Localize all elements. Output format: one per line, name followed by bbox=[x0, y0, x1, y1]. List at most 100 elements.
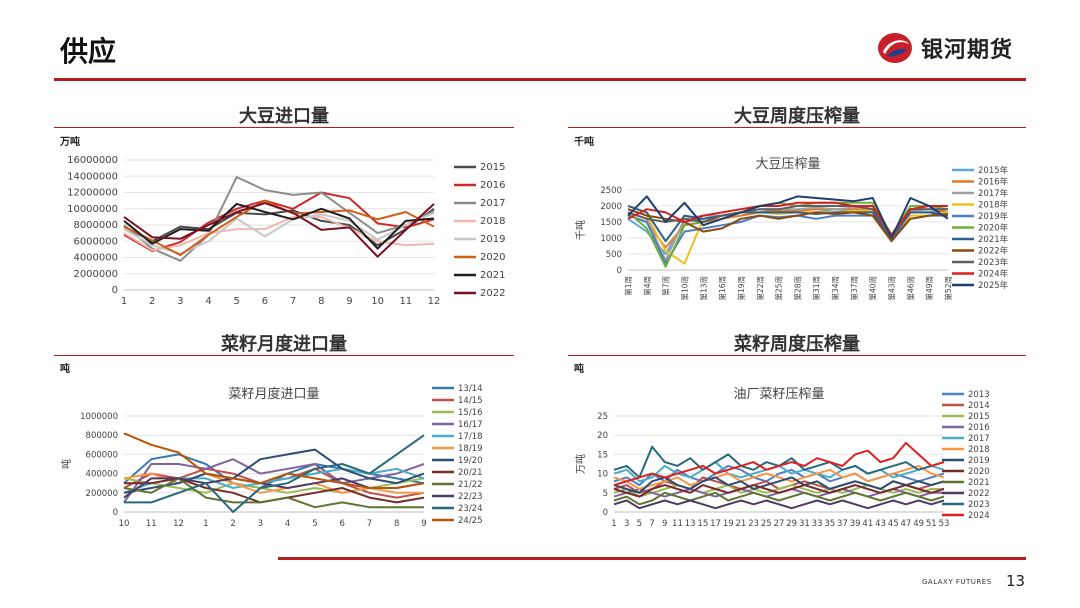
legend-label: 2019 bbox=[480, 234, 505, 245]
legend-label: 20/21 bbox=[458, 468, 483, 478]
series-line-2022 bbox=[123, 202, 435, 258]
panel-title-soybean-imports: 大豆进口量 bbox=[239, 106, 329, 127]
soybean-imports-chart: 0200000040000006000000800000010000000120… bbox=[67, 155, 505, 307]
company-logo: 银河期货 bbox=[875, 30, 1013, 66]
legend-label: 2016 bbox=[968, 423, 990, 433]
panel-title-rapeseed-crush: 菜籽周度压榨量 bbox=[734, 334, 860, 355]
y-tick-label: 0 bbox=[113, 508, 118, 518]
x-tick-label: 2 bbox=[149, 296, 155, 307]
x-tick-label: 37 bbox=[837, 519, 848, 529]
y-tick-label: 12000000 bbox=[67, 188, 118, 199]
x-tick-label: 19 bbox=[723, 519, 734, 529]
x-tick-label: 第46周 bbox=[905, 276, 915, 301]
y-axis-label: 万吨 bbox=[574, 454, 587, 474]
x-tick-label: 5 bbox=[637, 519, 642, 529]
legend-label: 2020 bbox=[480, 252, 505, 263]
legend-label: 2016年 bbox=[978, 177, 1009, 188]
y-tick-label: 0 bbox=[617, 266, 622, 276]
x-tick-label: 第1周 bbox=[623, 276, 633, 296]
x-tick-label: 3 bbox=[177, 296, 183, 307]
x-tick-label: 5 bbox=[312, 519, 317, 529]
series-line-24/25 bbox=[123, 432, 425, 489]
x-tick-label: 第4周 bbox=[642, 276, 652, 296]
series-line-2019 bbox=[613, 476, 945, 494]
x-tick-label: 1 bbox=[203, 519, 208, 529]
panel-divider bbox=[54, 127, 514, 128]
series-line-2022 bbox=[613, 499, 945, 510]
legend-label: 2022 bbox=[968, 489, 990, 499]
legend-label: 2021 bbox=[968, 478, 990, 488]
x-tick-label: 9 bbox=[346, 296, 352, 307]
x-tick-label: 31 bbox=[799, 519, 810, 529]
legend-label: 22/23 bbox=[458, 492, 483, 502]
x-tick-label: 27 bbox=[774, 519, 785, 529]
series-line-2024 bbox=[613, 441, 945, 487]
y-tick-label: 2000 bbox=[600, 202, 622, 212]
y-tick-label: 1500 bbox=[600, 218, 622, 228]
legend-label: 2021年 bbox=[978, 234, 1009, 245]
x-tick-label: 9 bbox=[662, 519, 667, 529]
legend-label: 2016 bbox=[480, 180, 505, 191]
chart-title: 大豆压榨量 bbox=[755, 156, 820, 172]
x-tick-label: 6 bbox=[262, 296, 268, 307]
y-tick-label: 2500 bbox=[600, 186, 622, 196]
legend-label: 2013 bbox=[968, 390, 990, 400]
y-tick-label: 200000 bbox=[86, 489, 118, 499]
legend-label: 2018 bbox=[480, 216, 505, 227]
x-tick-label: 第7周 bbox=[661, 276, 671, 296]
y-tick-label: 500 bbox=[606, 250, 622, 260]
x-tick-label: 第31周 bbox=[811, 276, 821, 301]
y-tick-label: 0 bbox=[112, 285, 118, 296]
legend-label: 13/14 bbox=[458, 384, 483, 394]
x-tick-label: 5 bbox=[234, 296, 240, 307]
x-tick-label: 11 bbox=[399, 296, 412, 307]
x-tick-label: 第52周 bbox=[943, 276, 953, 301]
y-tick-label: 4000000 bbox=[73, 253, 118, 264]
y-tick-label: 6000000 bbox=[73, 236, 118, 247]
rapeseed-imports-chart: 菜籽月度进口量 0 200000 400000 600000 800000 1000000 1… bbox=[60, 384, 483, 529]
header-divider bbox=[54, 78, 1026, 81]
legend-label: 19/20 bbox=[458, 456, 483, 466]
legend-label: 2015 bbox=[480, 162, 505, 173]
x-tick-label: 第37周 bbox=[849, 276, 859, 301]
legend-label: 2020 bbox=[968, 467, 990, 477]
legend-label: 2017 bbox=[480, 198, 505, 209]
series-line-2020 bbox=[613, 484, 945, 498]
x-tick-label: 6 bbox=[339, 519, 344, 529]
legend-label: 2025年 bbox=[978, 280, 1009, 291]
x-tick-label: 21 bbox=[736, 519, 747, 529]
series-line-19/20 bbox=[123, 448, 425, 494]
x-tick-label: 8 bbox=[394, 519, 399, 529]
legend-label: 2022年 bbox=[978, 246, 1009, 257]
legend-label: 2019年 bbox=[978, 211, 1009, 222]
legend-label: 2023年 bbox=[978, 257, 1009, 268]
x-tick-label: 2 bbox=[230, 519, 235, 529]
y-tick-label: 400000 bbox=[86, 470, 118, 480]
x-tick-label: 8 bbox=[318, 296, 324, 307]
y-tick-label: 600000 bbox=[86, 450, 118, 460]
x-tick-label: 35 bbox=[824, 519, 835, 529]
x-tick-label: 53 bbox=[939, 519, 950, 529]
panel-divider bbox=[568, 355, 1026, 356]
x-tick-label: 第34周 bbox=[830, 276, 840, 301]
page-number: 13 bbox=[1006, 572, 1026, 590]
x-tick-label: 第16周 bbox=[717, 276, 727, 301]
x-tick-label: 11 bbox=[146, 519, 157, 529]
x-tick-label: 第49周 bbox=[924, 276, 934, 301]
series-line-2025年 bbox=[627, 195, 949, 239]
panel-divider bbox=[54, 355, 514, 356]
x-tick-label: 第10周 bbox=[679, 276, 689, 301]
unit-label: 万吨 bbox=[60, 137, 80, 148]
legend-label: 24/25 bbox=[458, 516, 483, 526]
y-axis-label: 千吨 bbox=[574, 220, 587, 240]
x-tick-label: 4 bbox=[285, 519, 290, 529]
legend-label: 2015年 bbox=[978, 165, 1009, 176]
x-tick-label: 49 bbox=[913, 519, 924, 529]
y-tick-label: 5 bbox=[603, 489, 608, 499]
x-tick-label: 25 bbox=[761, 519, 772, 529]
x-tick-label: 43 bbox=[875, 519, 886, 529]
y-tick-label: 15 bbox=[597, 450, 608, 460]
y-tick-label: 2000000 bbox=[73, 269, 118, 280]
